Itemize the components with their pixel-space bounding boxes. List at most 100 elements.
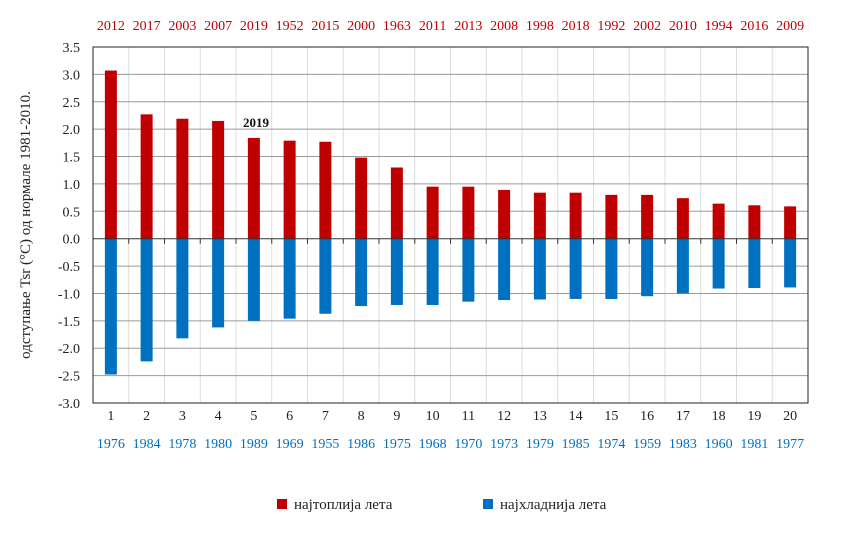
y-tick-label: -3.0 (58, 397, 80, 412)
y-tick-label: 0.5 (63, 205, 81, 220)
bar-coldest (283, 238, 296, 319)
x-tick-label: 3 (179, 409, 186, 424)
bar-warmest (426, 186, 439, 239)
warm-year-label: 2016 (740, 19, 768, 34)
x-tick-label: 17 (676, 409, 690, 424)
bar-coldest (569, 238, 582, 299)
x-tick-label: 11 (462, 409, 475, 424)
cold-year-label: 1976 (97, 437, 125, 452)
cold-year-label: 1977 (776, 437, 804, 452)
warm-year-label: 1952 (276, 19, 304, 34)
warm-year-label: 2007 (204, 19, 232, 34)
x-tick-label: 9 (393, 409, 400, 424)
bar-coldest (426, 238, 439, 305)
bar-coldest (748, 238, 761, 288)
legend: најтоплија лета најхладнија лета (277, 497, 607, 513)
x-tick-label: 13 (533, 409, 547, 424)
warm-year-label: 1998 (526, 19, 554, 34)
y-axis-label: одступање Tsr (°C) од нормале 1981-2010. (18, 91, 34, 359)
bar-warmest (748, 205, 761, 239)
bar-coldest (212, 238, 225, 328)
bar-warmest (533, 192, 546, 239)
warm-year-label: 2017 (133, 19, 161, 34)
x-tick-label: 14 (569, 409, 583, 424)
cold-year-label: 1968 (419, 437, 447, 452)
bar-warmest (247, 137, 260, 239)
cold-year-label: 1974 (597, 437, 625, 452)
bar-warmest (784, 206, 797, 239)
x-tick-label: 1 (107, 409, 114, 424)
bar-warmest (140, 114, 153, 239)
axes: 3.5 3.0 2.5 2.0 1.5 1.0 0.5 0.0 -0.5 -1.0 -1.5 -2.0… (58, 19, 809, 452)
y-tick-label: -0.5 (58, 260, 80, 275)
bar-warmest (104, 70, 117, 239)
bar-coldest (605, 238, 618, 299)
x-tick-label: 16 (640, 409, 654, 424)
bar-coldest (355, 238, 368, 307)
bar-warmest (176, 118, 189, 239)
warm-year-label: 1963 (383, 19, 411, 34)
legend-label-coldest: најхладнија лета (500, 497, 607, 513)
bar-coldest (104, 238, 117, 375)
bar-warmest (712, 203, 725, 239)
cold-year-label: 1969 (276, 437, 304, 452)
warm-year-label: 2010 (669, 19, 697, 34)
x-tick-label: 5 (250, 409, 257, 424)
legend-swatch-coldest (483, 499, 493, 509)
bar-coldest (712, 238, 725, 289)
cold-year-label: 1979 (526, 437, 554, 452)
x-tick-label: 6 (286, 409, 293, 424)
bar-coldest (641, 238, 654, 297)
bar-warmest (676, 198, 689, 239)
warm-year-label: 2019 (240, 19, 268, 34)
annotation-2019: 2019 (243, 115, 270, 130)
cold-year-label: 1989 (240, 437, 268, 452)
bar-coldest (462, 238, 475, 302)
bar-warmest (212, 120, 225, 239)
x-tick-label: 20 (783, 409, 797, 424)
warm-year-label: 2011 (419, 19, 446, 34)
warm-year-label: 2000 (347, 19, 375, 34)
warm-year-label: 2015 (311, 19, 339, 34)
warm-year-label: 2002 (633, 19, 661, 34)
grid (93, 46, 808, 404)
cold-year-label: 1973 (490, 437, 518, 452)
cold-year-label: 1984 (133, 437, 161, 452)
bar-warmest (319, 141, 332, 239)
cold-year-label: 1983 (669, 437, 697, 452)
bar-coldest (176, 238, 189, 339)
bar-warmest (355, 157, 368, 239)
warm-year-label: 1992 (597, 19, 625, 34)
bar-warmest (641, 194, 654, 239)
cold-year-label: 1959 (633, 437, 661, 452)
cold-year-label: 1970 (454, 437, 482, 452)
y-tick-label: -2.5 (58, 370, 80, 385)
bar-coldest (390, 238, 403, 305)
y-tick-label: 3.5 (63, 41, 81, 56)
x-tick-label: 10 (426, 409, 440, 424)
y-tick-label: -2.0 (58, 342, 80, 357)
x-tick-label: 18 (712, 409, 726, 424)
bar-coldest (676, 238, 689, 294)
legend-swatch-warmest (277, 499, 287, 509)
bar-warmest (283, 140, 296, 239)
plot-frame (92, 46, 809, 404)
warm-year-label: 2013 (454, 19, 482, 34)
bar-warmest (569, 192, 582, 239)
y-tick-label: 1.5 (63, 151, 81, 166)
cold-year-label: 1986 (347, 437, 375, 452)
bar-warmest (605, 194, 618, 239)
bar-coldest (247, 238, 260, 321)
bar-warmest (390, 167, 403, 239)
x-tick-label: 19 (747, 409, 761, 424)
warm-year-label: 2018 (562, 19, 590, 34)
bar-coldest (319, 238, 332, 314)
cold-year-label: 1978 (168, 437, 196, 452)
bar-coldest (498, 238, 511, 301)
bars (104, 70, 797, 375)
y-tick-label: 2.5 (63, 96, 81, 111)
bar-warmest (498, 189, 511, 239)
bar-warmest (462, 186, 475, 239)
bar-coldest (533, 238, 546, 300)
